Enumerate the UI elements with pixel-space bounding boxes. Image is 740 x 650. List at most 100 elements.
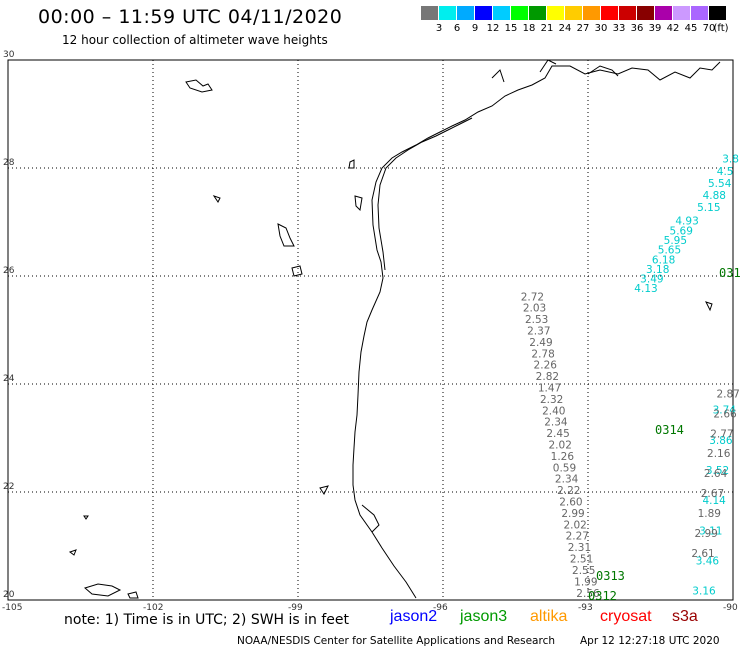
swh-value: 2.99: [561, 508, 584, 520]
scale-swatch: [457, 6, 474, 20]
scale-swatch: [691, 6, 708, 20]
map-frame: [7, 59, 734, 601]
coastline: [68, 59, 721, 599]
lat-tick-label: 30: [3, 50, 15, 60]
swh-value: 2.78: [531, 348, 554, 360]
scale-swatch: [637, 6, 654, 20]
swh-value: 2.77: [710, 428, 733, 440]
swh-value: 3.46: [696, 555, 720, 567]
scale-label: 18: [522, 23, 536, 34]
swh-value: 4.93: [675, 216, 698, 228]
lon-tick-label: -99: [288, 603, 303, 613]
swh-value: 3.86: [709, 435, 733, 447]
swh-value: 2.87: [716, 389, 739, 401]
scale-label: 39: [648, 23, 662, 34]
lat-tick-label: 22: [3, 482, 14, 492]
swh-value: 5.65: [658, 245, 681, 257]
lat-tick-label: 20: [3, 590, 15, 600]
map-title: 00:00 – 11:59 UTC 04/11/2020: [38, 6, 343, 28]
wave-height-tracks: 2.722.032.532.372.492.782.262.821.472.32…: [521, 154, 740, 600]
scale-swatch: [439, 6, 456, 20]
lon-tick-label: -93: [578, 603, 593, 613]
swh-value: 3.11: [699, 525, 722, 537]
swh-value: 2.45: [546, 428, 569, 440]
scale-label: 70: [702, 23, 716, 34]
scale-label: 45: [684, 23, 698, 34]
lon-tick-label: -90: [723, 603, 738, 613]
swh-value: 2.61: [691, 548, 714, 560]
scale-label: 9: [471, 23, 479, 34]
scale-swatch: [709, 6, 726, 20]
swh-value: 3.49: [640, 274, 663, 286]
graticule: [8, 60, 733, 600]
swh-value: 3.8: [722, 154, 739, 166]
scale-label: 36: [630, 23, 644, 34]
scale-swatch: [673, 6, 690, 20]
lon-tick-label: -96: [433, 603, 448, 613]
scale-swatch: [511, 6, 528, 20]
scale-swatch: [583, 6, 600, 20]
swh-value: 2.02: [549, 440, 572, 452]
satellite-legend-item: jason3: [460, 608, 508, 625]
swh-value: 2.56: [576, 588, 600, 600]
swh-value: 2.82: [536, 371, 559, 383]
swh-value: 2.34: [555, 474, 579, 486]
scale-swatch: [601, 6, 618, 20]
swh-value: 6.18: [652, 254, 675, 266]
swh-value: 3.74: [713, 405, 737, 417]
credit-text: NOAA/NESDIS Center for Satellite Applica…: [237, 635, 555, 647]
scale-swatch: [547, 6, 564, 20]
swh-value: 2.53: [525, 314, 548, 326]
pass-labels: 0314 0313 0312 031: [588, 266, 740, 603]
swh-value: 2.16: [707, 448, 731, 460]
swh-value: 5.54: [708, 178, 732, 190]
scale-swatch: [529, 6, 546, 20]
pass-label: 0312: [588, 589, 617, 603]
swh-value: 3.16: [692, 586, 716, 598]
swh-value: 2.67: [701, 488, 724, 500]
scale-swatch: [619, 6, 636, 20]
swh-value: 2.03: [523, 303, 546, 315]
swh-value: 2.60: [559, 497, 582, 509]
swh-value: 2.22: [557, 485, 580, 497]
scale-swatch: [565, 6, 582, 20]
swh-value: 4.88: [703, 190, 726, 202]
pass-label: 0314: [655, 423, 684, 437]
scale-label: 21: [540, 23, 554, 34]
scale-swatch: [475, 6, 492, 20]
timestamp-text: Apr 12 12:27:18 UTC 2020: [580, 635, 720, 647]
scale-label: 24: [558, 23, 572, 34]
swh-value: 4.5: [717, 166, 734, 178]
swh-value: 2.72: [521, 291, 544, 303]
satellite-legend-item: jason2: [390, 608, 438, 625]
scale-label: 42: [666, 23, 680, 34]
swh-value: 4.13: [634, 283, 657, 295]
swh-value: 2.02: [563, 519, 586, 531]
scale-swatch: [655, 6, 672, 20]
swh-value: 1.47: [538, 383, 561, 395]
swh-value: 3.18: [646, 264, 669, 276]
scale-label: 3: [435, 23, 443, 34]
scale-label: 33: [612, 23, 626, 34]
scale-label: 12: [486, 23, 500, 34]
swh-value: 1.26: [551, 451, 575, 463]
swh-value: 2.55: [572, 565, 595, 577]
satellite-legend-item: altika: [530, 608, 568, 625]
lat-tick-label: 24: [3, 374, 15, 384]
swh-value: 3.52: [706, 465, 729, 477]
swh-value: 2.49: [529, 337, 552, 349]
swh-value: 0.59: [553, 462, 576, 474]
lon-tick-label: -105: [2, 603, 22, 613]
scale-label: 30: [594, 23, 608, 34]
scale-label: 27: [576, 23, 590, 34]
map-subtitle: 12 hour collection of altimeter wave hei…: [62, 33, 328, 47]
swh-value: 2.64: [704, 468, 728, 480]
swh-value: 2.31: [568, 542, 591, 554]
scale-swatch: [493, 6, 510, 20]
swh-value: 2.66: [713, 408, 737, 420]
swh-value: 2.34: [544, 417, 568, 429]
scale-label: 6: [453, 23, 461, 34]
swh-value: 2.51: [570, 554, 593, 566]
swh-value: 2.32: [540, 394, 563, 406]
